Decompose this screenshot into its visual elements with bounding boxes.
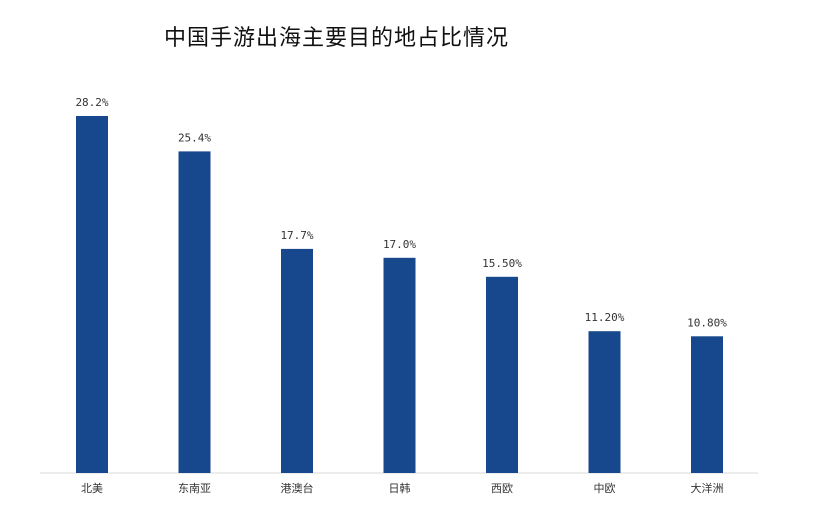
x-tick-label-2: 东南亚 bbox=[178, 482, 211, 495]
data-label-5: 15.50% bbox=[482, 257, 522, 270]
bar-5 bbox=[486, 276, 518, 473]
bar-7 bbox=[691, 336, 723, 473]
data-label-1: 28.2% bbox=[75, 96, 108, 109]
bar-1 bbox=[76, 116, 108, 473]
x-tick-label-1: 北美 bbox=[81, 482, 103, 495]
bar-4 bbox=[383, 257, 416, 473]
bar-3 bbox=[281, 248, 313, 473]
bars-group bbox=[76, 116, 723, 473]
data-label-3: 17.7% bbox=[280, 229, 313, 242]
data-label-6: 11.20% bbox=[585, 311, 625, 324]
bar-2 bbox=[178, 151, 211, 473]
x-tick-label-7: 大洋洲 bbox=[691, 481, 724, 495]
x-tick-label-5: 西欧 bbox=[491, 482, 513, 495]
data-label-2: 25.4% bbox=[178, 131, 211, 144]
x-tick-label-4: 日韩 bbox=[389, 481, 411, 495]
chart-title: 中国手游出海主要目的地占比情况 bbox=[163, 26, 509, 51]
data-labels-group: 28.2% 25.4% 17.7% 17.0% 15.50% 11.20% 10.80% bbox=[75, 96, 727, 329]
bar-6 bbox=[588, 331, 621, 473]
x-tick-label-6: 中欧 bbox=[594, 482, 616, 495]
data-label-7: 10.80% bbox=[687, 316, 727, 329]
x-tick-labels-group: 北美 东南亚 港澳台 日韩 西欧 中欧 大洋洲 bbox=[81, 481, 724, 495]
x-tick-label-3: 港澳台 bbox=[281, 481, 314, 495]
data-label-4: 17.0% bbox=[383, 238, 416, 251]
